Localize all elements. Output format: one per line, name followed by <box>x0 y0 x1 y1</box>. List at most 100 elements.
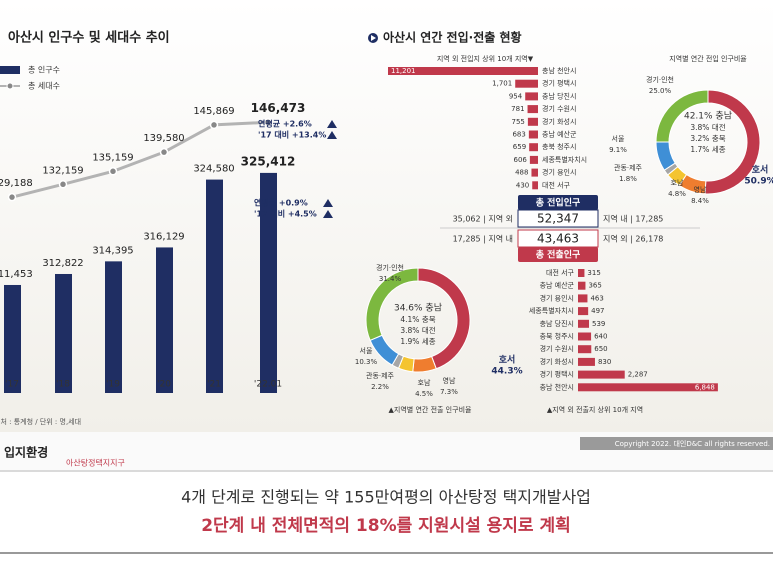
pie-label: 서울 <box>612 134 625 143</box>
center-line: 1.9% 세종 <box>400 337 435 346</box>
bar-label: 606 <box>514 156 528 164</box>
pie-label: 호남 <box>671 178 684 187</box>
bar-label: 781 <box>511 105 524 113</box>
line-label: 132,159 <box>42 165 83 176</box>
line-label: 145,869 <box>193 106 234 117</box>
chart-caption: ▲지역별 연간 전출 인구비율 <box>389 405 472 414</box>
bar <box>578 370 625 379</box>
pie-value: 7.3% <box>440 388 458 396</box>
bar <box>578 332 592 341</box>
bar <box>260 172 277 393</box>
annotation: 연평균 +2.6% <box>258 119 312 129</box>
category-label: 충남 예산군 <box>542 130 577 139</box>
bar-label: 324,580 <box>193 164 234 175</box>
outflow-label-box <box>518 247 598 262</box>
bar <box>525 92 538 101</box>
category-label: 충남 당진시 <box>540 319 574 328</box>
category-label: 경기 화성시 <box>540 357 574 366</box>
pie-value: 50.9% <box>744 177 773 187</box>
source: 출처 : 통계청 / 단위 : 명,세대 <box>0 417 81 426</box>
bar-label: 954 <box>509 92 523 100</box>
pie-label: 호서 <box>752 164 769 176</box>
center-line: 3.8% 대전 <box>690 122 725 132</box>
bar <box>527 117 538 126</box>
pie-segment <box>655 89 709 143</box>
outflow-inside: 17,285 | 지역 내 <box>453 234 513 244</box>
bar <box>529 143 538 152</box>
legend-label: 총 세대수 <box>28 82 60 91</box>
annotation: '17 대비 +4.5% <box>254 209 317 219</box>
line-marker <box>108 167 118 176</box>
bar-label: 488 <box>515 169 528 177</box>
category-label: 세종특별자치시 <box>529 306 574 315</box>
annotation-arrow <box>327 131 337 139</box>
category-label: 경기 용인시 <box>540 293 574 302</box>
legend-swatch <box>0 66 20 74</box>
copyright: Copyright 2022. 대인D&C all rights reserve… <box>615 439 770 448</box>
inflow-inside: 지역 내 | 17,285 <box>603 214 663 224</box>
pie-label: 관동·제주 <box>366 371 395 380</box>
annotation-arrow <box>323 199 333 207</box>
bar-label: 316,129 <box>143 231 184 242</box>
bar <box>388 67 538 75</box>
bar-label: 430 <box>516 181 529 189</box>
bar <box>578 307 589 316</box>
bar <box>578 319 590 328</box>
bar-label: 365 <box>588 282 601 290</box>
center-line: 3.8% 대전 <box>400 325 435 335</box>
bar <box>578 357 595 366</box>
annotation: '17 대비 +13.4% <box>258 130 326 140</box>
pie-value: 4.5% <box>415 390 433 398</box>
category-label: 대전 서구 <box>546 268 575 277</box>
category-label: 경기 수원시 <box>542 104 576 113</box>
bar-label: 650 <box>594 345 607 353</box>
x-tick-label: '20 <box>157 380 171 390</box>
center-line: 42.1% 충남 <box>684 111 732 122</box>
bar <box>578 345 592 354</box>
bar <box>531 168 538 177</box>
x-tick-label: '19 <box>106 380 120 390</box>
category-label: 경기 용인시 <box>542 168 576 177</box>
x-tick-label: '21 <box>207 380 221 390</box>
pie-value: 25.0% <box>649 87 672 95</box>
pie-segment <box>412 355 437 373</box>
bar <box>105 261 122 393</box>
bar-label: 315 <box>587 269 600 277</box>
pie-label: 경기·인천 <box>646 75 674 84</box>
bar-label: 463 <box>590 294 603 302</box>
pie-label: 서울 <box>360 346 373 355</box>
pie-label: 관동·제주 <box>614 163 643 172</box>
inflow-total-box <box>517 209 599 228</box>
bar <box>532 181 538 190</box>
right-title: 아산시 연간 전입·전출 현황 <box>383 30 522 45</box>
pie-label: 호서 <box>499 354 516 366</box>
left-title: 아산시 인구수 및 세대수 추이 <box>8 30 170 46</box>
bar <box>578 269 585 277</box>
bar <box>529 155 538 164</box>
bar-label: 325,412 <box>241 154 296 168</box>
legend-marker <box>6 82 14 90</box>
inflow-label-box <box>518 195 598 210</box>
bar <box>578 383 718 392</box>
center-line: 34.6% 충남 <box>394 303 442 314</box>
pie-value: 9.1% <box>609 146 627 154</box>
chart-caption: 지역별 연간 전입 인구비율 <box>669 54 747 63</box>
bar-label: 314,395 <box>92 245 133 256</box>
legend-label: 총 인구수 <box>28 65 60 75</box>
bar-label: 1,701 <box>492 80 512 88</box>
bar <box>527 105 538 114</box>
inflow-label: 총 전입인구 <box>536 197 581 209</box>
x-tick-label: '22.01 <box>254 380 282 390</box>
bar-label: 640 <box>594 333 607 341</box>
x-tick-label: '17 <box>5 380 19 390</box>
category-label: 경기 화성시 <box>542 117 576 126</box>
pie-label: 호남 <box>418 378 431 387</box>
annotation-arrow <box>323 210 333 218</box>
bar-label: 11,201 <box>391 67 416 75</box>
pie-value: 44.3% <box>491 367 522 377</box>
category-label: 충북 청주시 <box>540 332 574 341</box>
bar-label: 683 <box>512 131 525 139</box>
pie-value: 8.4% <box>691 197 709 205</box>
bar <box>578 281 586 290</box>
